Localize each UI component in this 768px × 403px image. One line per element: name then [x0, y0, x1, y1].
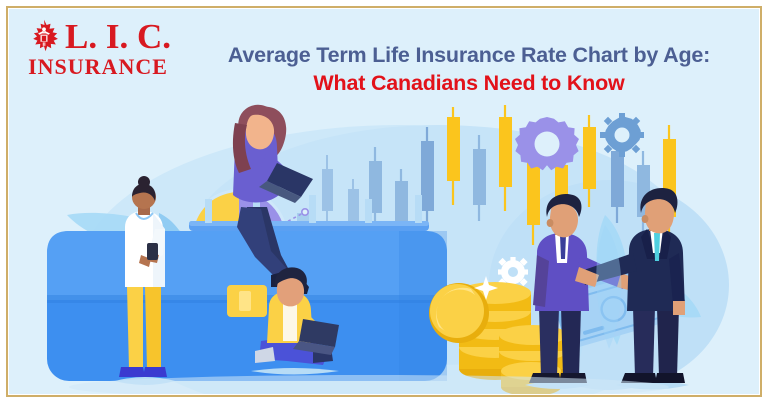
tie	[560, 235, 566, 259]
candle-blue-l2	[348, 179, 359, 227]
logo-lic-text: L. I. C.	[65, 17, 171, 56]
shirt-white	[283, 295, 297, 341]
shoe-1	[255, 347, 275, 363]
hair	[546, 193, 582, 217]
candle-blue-3	[421, 127, 434, 225]
phone	[147, 243, 158, 260]
hair-long	[232, 123, 251, 173]
candle-yellow-1	[447, 107, 460, 205]
candle-blue-1	[369, 147, 382, 225]
head	[549, 202, 579, 238]
hair-bun	[138, 176, 150, 188]
suit-jacket	[627, 229, 685, 311]
shoe-right	[143, 367, 167, 377]
lapel-right	[657, 229, 671, 259]
leg-right	[561, 307, 581, 377]
leg-left	[633, 307, 655, 377]
gold-border-frame	[6, 6, 762, 397]
ground-shadow	[69, 375, 669, 394]
briefcase-clasp-inner	[239, 291, 251, 311]
page-title: Average Term Life Insurance Rate Chart b…	[179, 41, 759, 98]
businessman-navy-suit-handshake	[575, 188, 689, 390]
shoe-left	[621, 373, 657, 383]
arm-down	[669, 253, 685, 305]
candle-yellow-5	[583, 115, 596, 207]
laptop-base	[259, 181, 301, 203]
briefcase-shadow-right	[399, 231, 447, 381]
laptop-screen	[299, 319, 339, 347]
headline-line-1: Average Term Life Insurance Rate Chart b…	[227, 43, 711, 67]
head	[276, 274, 305, 307]
leg-right	[657, 307, 679, 377]
necklace	[135, 212, 154, 220]
arm-down	[533, 255, 549, 307]
candle-blue-4	[473, 135, 486, 221]
laptop-screen	[267, 163, 313, 197]
laptop-base	[293, 341, 335, 355]
gear-small-blue	[600, 113, 644, 157]
head	[245, 114, 275, 150]
suit-jacket	[535, 233, 589, 311]
shadow	[251, 368, 339, 375]
hand-down	[673, 301, 685, 315]
candle-blue-5	[611, 139, 624, 223]
person-standing-with-phone	[115, 176, 175, 385]
candlestick-chart-left	[322, 155, 359, 227]
person-sitting-floor-with-laptop	[251, 267, 339, 375]
decor-leaf-foreground	[596, 225, 622, 349]
briefcase	[47, 231, 447, 381]
tie	[654, 233, 660, 261]
hero-illustration	[9, 95, 759, 394]
hair	[132, 183, 156, 201]
logo-insurance-text: INSURANCE	[28, 54, 168, 79]
leg-left	[539, 307, 559, 377]
canada-maple-leaf-icon	[25, 18, 63, 56]
person-sitting-on-briefcase-with-laptop	[232, 104, 313, 294]
coin-standing	[429, 276, 498, 343]
shoe-left	[119, 367, 145, 377]
leg-left	[127, 287, 143, 369]
banner-stage: L. I. C. INSURANCE Average Term Life Ins…	[9, 9, 759, 394]
trend-marker	[300, 208, 309, 217]
headline-line-2: What Canadians Need to Know	[313, 71, 625, 95]
leg-front	[237, 207, 289, 281]
candle-blue-l1	[322, 155, 333, 223]
ear	[546, 219, 554, 227]
hand-extended	[575, 267, 599, 287]
candle-yellow-2	[499, 105, 512, 211]
hair	[640, 188, 678, 213]
leg-right	[145, 287, 161, 369]
hair	[274, 267, 307, 289]
shoe-right	[655, 373, 685, 383]
head	[644, 196, 675, 234]
lic-insurance-logo[interactable]: L. I. C. INSURANCE	[22, 18, 174, 88]
coin-sparkle	[474, 276, 498, 300]
gear-large-purple	[515, 117, 579, 171]
ear	[641, 215, 649, 223]
